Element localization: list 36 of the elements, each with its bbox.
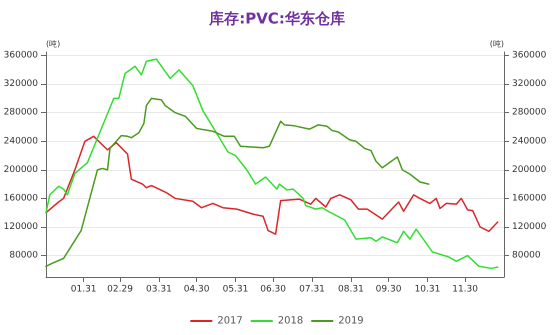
chart-title: 库存:PVC:华东仓库 bbox=[208, 10, 345, 28]
x-tick-label: 10.31 bbox=[414, 284, 440, 294]
x-tick-label: 02.29 bbox=[107, 284, 134, 294]
y2-tick-label: 200000 bbox=[512, 164, 547, 175]
y2-tick-label: 280000 bbox=[512, 108, 547, 118]
y2-axis-title: (吨) bbox=[490, 40, 504, 48]
x-tick-label: 04.30 bbox=[184, 284, 210, 294]
x-tick-label: 03.31 bbox=[146, 284, 172, 294]
x-tick-label: 01.31 bbox=[70, 284, 97, 294]
line-series bbox=[45, 98, 430, 268]
y-tick-label: 280000 bbox=[4, 108, 38, 118]
x-tick-label: 07.31 bbox=[299, 284, 325, 294]
y-tick-label: 120000 bbox=[4, 222, 38, 232]
x-tick-label: 09.30 bbox=[376, 284, 402, 294]
legend-label: 2018 bbox=[278, 316, 304, 326]
x-tick-label: 08.31 bbox=[338, 284, 364, 294]
x-tick-label: 06.30 bbox=[260, 284, 286, 294]
y-tick-label: 360000 bbox=[4, 50, 38, 61]
x-tick-label: 05.31 bbox=[222, 284, 248, 294]
y-tick-label: 320000 bbox=[4, 79, 38, 90]
y-tick-label: 200000 bbox=[4, 164, 38, 175]
line-series bbox=[45, 58, 498, 270]
y2-tick-label: 240000 bbox=[512, 136, 547, 146]
y2-tick-label: 360000 bbox=[512, 50, 547, 61]
legend-label: 2019 bbox=[338, 316, 364, 326]
y2-tick-label: 320000 bbox=[512, 79, 547, 90]
x-tick-label: 11.30 bbox=[452, 284, 478, 294]
y2-tick-label: 120000 bbox=[512, 222, 547, 232]
y-tick-label: 80000 bbox=[9, 250, 38, 261]
line-series bbox=[45, 136, 498, 235]
y-tick-label: 160000 bbox=[4, 193, 38, 204]
y-tick-label: 240000 bbox=[4, 136, 38, 146]
y-axis-title: (吨) bbox=[46, 40, 60, 48]
y2-tick-label: 80000 bbox=[512, 250, 541, 261]
legend-label: 2017 bbox=[217, 316, 243, 326]
y2-tick-label: 160000 bbox=[512, 193, 547, 204]
